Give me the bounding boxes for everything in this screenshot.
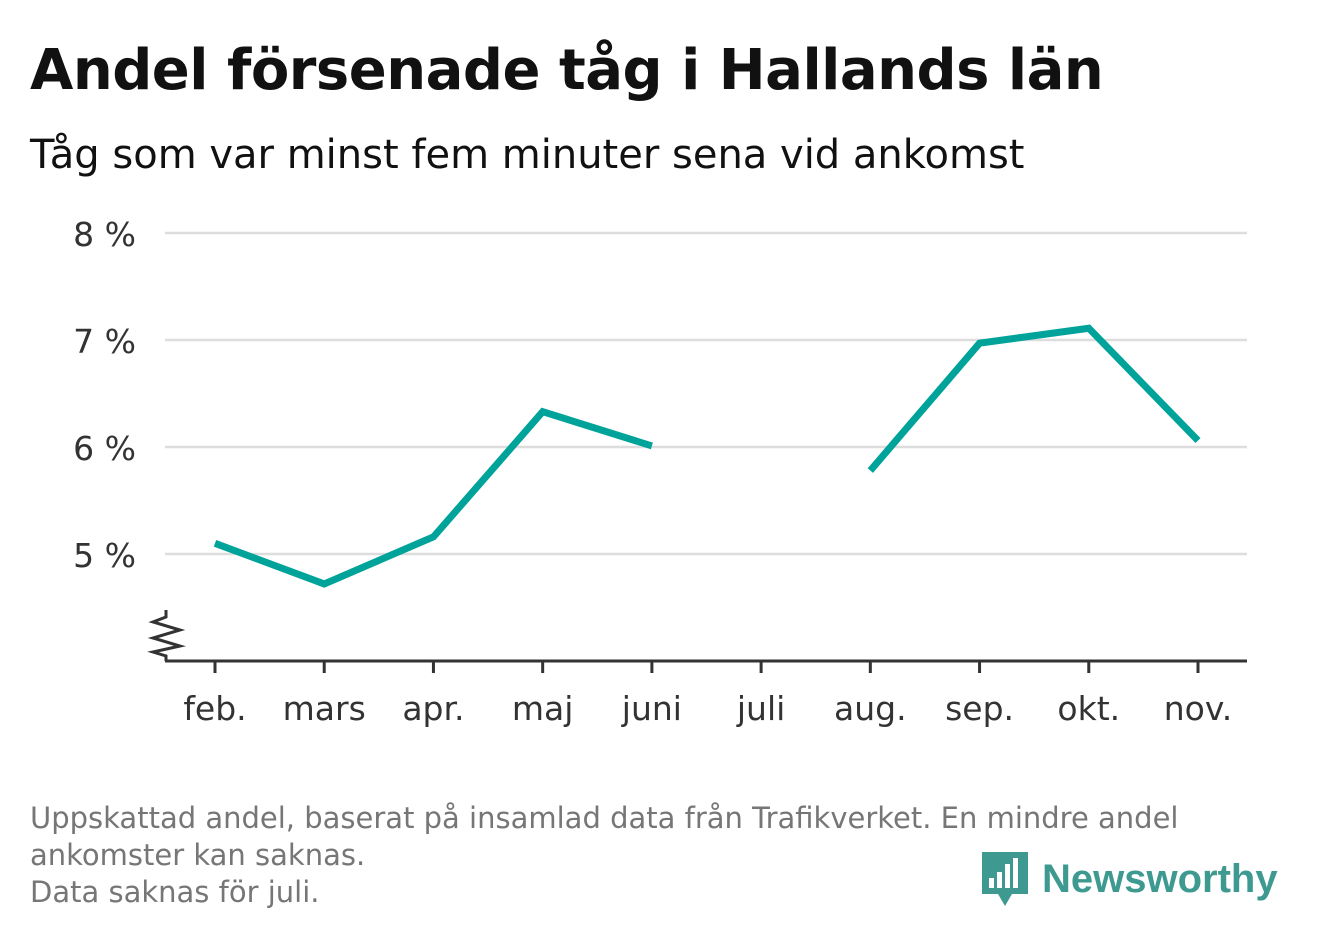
- axis-break-icon: [147, 610, 186, 661]
- footnote-line-2: ankomster kan saknas.: [30, 838, 366, 872]
- chart-title: Andel försenade tåg i Hallands län: [30, 38, 1104, 103]
- y-tick-label: 7 %: [73, 322, 136, 361]
- logo-text: Newsworthy: [1042, 856, 1278, 901]
- x-tick-label: sep.: [945, 689, 1014, 728]
- y-tick-label: 8 %: [73, 215, 136, 254]
- x-tick-label: aug.: [834, 689, 907, 728]
- x-tick-label: juni: [621, 689, 682, 728]
- data-line-segment-2: [867, 324, 1201, 473]
- x-tick-label: juli: [736, 689, 785, 728]
- newsworthy-logo-icon: [982, 852, 1028, 906]
- x-tick-label: feb.: [183, 689, 246, 728]
- line-chart: 5 % 6 % 7 % 8 % feb. mars apr. maj juni juli aug. s…: [73, 215, 1247, 728]
- footnote-line-1: Uppskattad andel, baserat på insamlad da…: [30, 801, 1179, 835]
- x-tick-label: maj: [512, 689, 574, 728]
- x-tick-label: nov.: [1164, 689, 1233, 728]
- x-tick-label: apr.: [402, 689, 464, 728]
- newsworthy-logo: Newsworthy: [980, 850, 1278, 908]
- chart-subtitle: Tåg som var minst fem minuter sena vid a…: [30, 132, 1025, 178]
- x-tick-label: mars: [283, 689, 366, 728]
- footnote-line-3: Data saknas för juli.: [30, 875, 320, 909]
- y-tick-label: 5 %: [73, 536, 136, 575]
- y-tick-label: 6 %: [73, 429, 136, 468]
- footnote: Uppskattad andel, baserat på insamlad da…: [30, 800, 1280, 911]
- x-tick-label: okt.: [1057, 689, 1120, 728]
- data-line-segment-1: [213, 407, 653, 588]
